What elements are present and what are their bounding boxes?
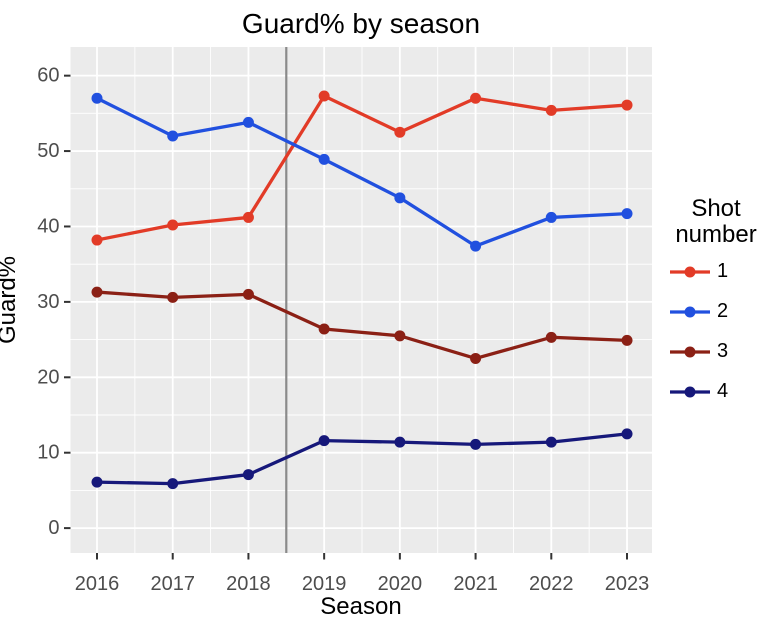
data-point-series-4 [318, 435, 330, 447]
legend-title: Shot number [664, 196, 768, 248]
legend-key-point [684, 306, 696, 317]
data-point-series-1 [394, 126, 406, 138]
legend-item-4: 4 [670, 380, 768, 403]
data-point-series-4 [167, 478, 179, 490]
legend-title-line-2: number [675, 221, 757, 248]
data-point-series-4 [91, 476, 103, 488]
data-point-series-3 [242, 288, 254, 300]
legend-item-label: 4 [717, 380, 729, 402]
y-tick-label: 50 [37, 140, 59, 162]
data-point-series-1 [242, 211, 254, 223]
x-tick-label: 2019 [302, 573, 347, 595]
legend-item-3: 3 [670, 340, 768, 363]
data-point-series-1 [470, 92, 482, 104]
x-tick-label: 2022 [529, 573, 574, 595]
series-line-3 [96, 290, 628, 361]
y-axis-title: Guard% [0, 255, 21, 345]
legend-key-icon [670, 386, 710, 397]
y-tick-label: 60 [37, 65, 59, 87]
series-line-4 [96, 432, 628, 486]
legend-item-label: 2 [717, 300, 729, 322]
data-point-series-2 [621, 208, 633, 220]
data-point-series-2 [545, 211, 557, 223]
data-point-series-2 [242, 116, 254, 128]
y-tick-label: 10 [37, 442, 59, 464]
legend-title-line-1: Shot [691, 195, 741, 222]
legend-key-icon [670, 306, 710, 317]
legend-item-1: 1 [670, 260, 768, 283]
legend-key-icon [670, 346, 710, 357]
data-point-series-2 [91, 92, 103, 104]
x-tick-label: 2017 [150, 573, 195, 595]
data-point-series-1 [91, 234, 103, 246]
data-point-series-2 [394, 192, 406, 204]
data-point-series-1 [318, 90, 330, 102]
y-tick-label: 40 [37, 215, 59, 237]
data-point-series-3 [621, 334, 633, 346]
data-point-series-1 [545, 104, 557, 116]
legend-item-2: 2 [670, 300, 768, 323]
legend-items: 1 2 3 4 [664, 260, 768, 403]
legend-key-icon [670, 266, 710, 277]
data-point-series-4 [621, 428, 633, 440]
data-point-series-3 [91, 286, 103, 298]
y-tick-label: 20 [37, 366, 59, 388]
chart-title: Guard% by season [241, 8, 481, 39]
legend-key-point [684, 346, 696, 357]
legend-item-label: 3 [717, 340, 729, 362]
legend: Shot number 1 2 3 4 [664, 196, 768, 403]
data-point-series-2 [167, 130, 179, 142]
series-line-2 [96, 96, 628, 248]
series-line-1 [96, 94, 628, 242]
data-point-series-1 [621, 99, 633, 111]
x-axis-title: Season [320, 593, 402, 620]
x-tick-label: 2018 [226, 573, 271, 595]
data-point-series-4 [242, 469, 254, 481]
data-point-series-2 [470, 240, 482, 252]
data-point-series-1 [167, 219, 179, 231]
data-point-series-4 [470, 438, 482, 450]
x-tick-label: 2020 [378, 573, 423, 595]
y-tick-label: 0 [48, 517, 59, 539]
x-tick-label: 2021 [453, 573, 498, 595]
data-point-series-3 [318, 323, 330, 335]
legend-key-point [684, 386, 696, 397]
x-tick-label: 2023 [605, 573, 650, 595]
plot-panel [70, 47, 652, 553]
legend-item-label: 1 [717, 260, 729, 282]
y-tick-label: 30 [37, 291, 59, 313]
data-point-series-3 [167, 291, 179, 303]
data-point-series-4 [545, 436, 557, 448]
data-point-series-4 [394, 436, 406, 448]
data-point-series-2 [318, 153, 330, 165]
data-point-series-3 [394, 330, 406, 342]
x-tick-label: 2016 [75, 573, 120, 595]
data-point-series-3 [470, 352, 482, 364]
legend-key-point [684, 266, 696, 277]
data-point-series-3 [545, 331, 557, 343]
